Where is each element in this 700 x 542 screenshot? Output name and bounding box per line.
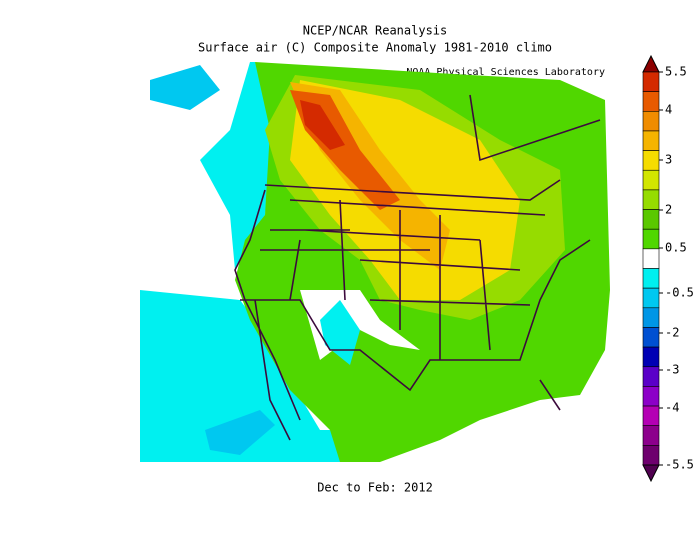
caption: Dec to Feb: 2012: [317, 481, 433, 495]
colorbar-label: -2: [665, 326, 679, 340]
cold-core: [205, 410, 275, 455]
colorbar-box: [642, 150, 660, 171]
colorbar-label: -0.5: [665, 286, 694, 300]
colorbar-box: [642, 425, 660, 446]
colorbar-box: [642, 268, 660, 289]
colorbar-label: 2: [665, 203, 672, 217]
colorbar-box: [642, 386, 660, 407]
colorbar-box: [642, 71, 660, 92]
colorbar-box: [642, 248, 660, 269]
colorbar-label: 4: [665, 103, 672, 117]
colorbar-box: [642, 169, 660, 191]
colorbar-box: [642, 366, 660, 387]
colorbar-label: -5.5: [665, 458, 694, 472]
map: [140, 62, 610, 462]
cold-core: [150, 65, 220, 110]
colorbar-box: [642, 327, 660, 348]
colorbar-box: [642, 287, 660, 309]
colorbar-box: [642, 111, 660, 132]
boundaries: [234, 94, 601, 441]
cold-region: [140, 290, 340, 462]
colorbar-box: [642, 130, 660, 151]
colorbar-label: 0.5: [665, 241, 687, 255]
colorbar-arrow: [642, 54, 660, 73]
colorbar-label: -4: [665, 401, 679, 415]
credit: NOAA Physical Sciences Laboratory: [406, 67, 605, 78]
warm-core: [300, 100, 345, 150]
colorbar-label: -3: [665, 363, 679, 377]
colorbar-label: 5.5: [665, 65, 687, 79]
colorbar-arrow: [642, 464, 660, 483]
colorbar: 5.5 4 3 2 0.5 -0.5 -2 -3 -4 -5.5: [642, 54, 694, 483]
colorbar-label: 3: [665, 153, 672, 167]
colorbar-box: [642, 91, 660, 112]
colorbar-box: [642, 209, 660, 230]
subtitle: Surface air (C) Composite Anomaly 1981-2…: [198, 41, 552, 55]
title: NCEP/NCAR Reanalysis: [303, 24, 448, 38]
colorbar-box: [642, 189, 660, 210]
colorbar-box: [642, 346, 660, 368]
colorbar-box: [642, 228, 660, 250]
colorbar-box: [642, 405, 660, 426]
colorbar-box: [642, 307, 660, 328]
colorbar-box: [642, 445, 660, 466]
neutral-region: [140, 160, 240, 300]
